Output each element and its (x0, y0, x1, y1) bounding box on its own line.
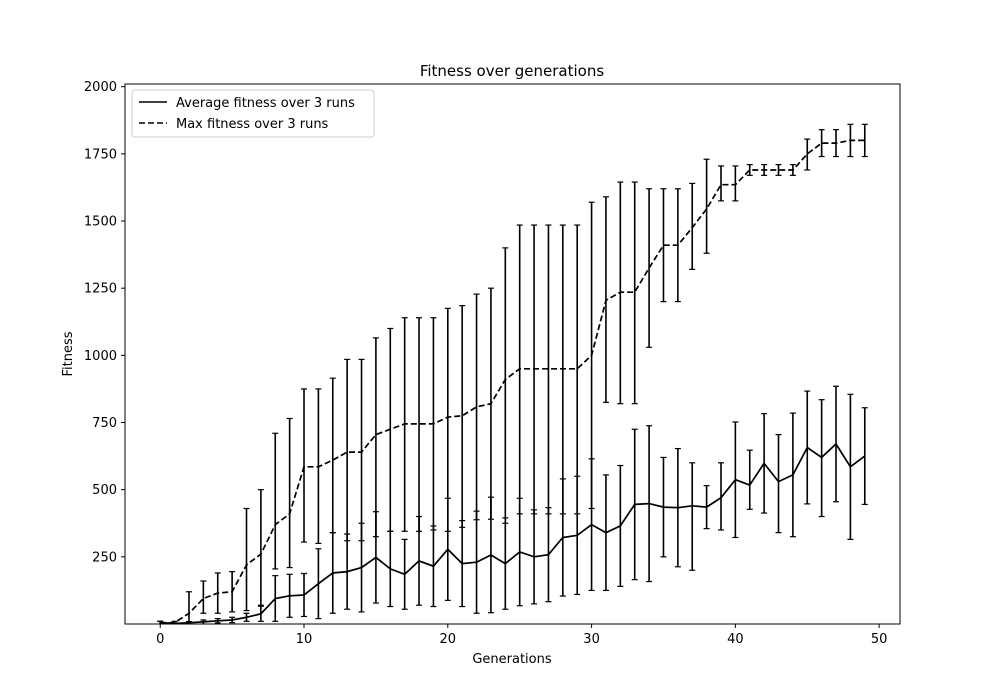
x-tick-label: 20 (440, 632, 457, 647)
x-tick-label: 0 (156, 632, 164, 647)
series-line (160, 442, 866, 625)
y-tick-label: 250 (92, 550, 117, 565)
series-line (160, 139, 865, 624)
plot-frame (124, 83, 901, 625)
legend-label-max: Max fitness over 3 runs (176, 117, 329, 132)
y-tick-label: 1000 (84, 349, 117, 364)
y-tick-label: 1500 (84, 215, 117, 230)
x-axis-label: Generations (472, 652, 552, 667)
axis-ticks: 0 10 20 30 40 50 250 500 750 1000 1250 1500 1750 2000 (84, 80, 888, 647)
legend-label-average: Average fitness over 3 runs (176, 96, 355, 111)
x-tick-label: 30 (583, 632, 600, 647)
y-tick-label: 750 (92, 416, 117, 431)
plot-area (125, 84, 900, 624)
series-1 (157, 123, 868, 624)
y-tick-label: 2000 (84, 80, 117, 95)
chart-title: Fitness over generations (420, 62, 605, 80)
y-tick-label: 1250 (84, 282, 117, 297)
y-tick-label: 500 (92, 483, 117, 498)
x-tick-label: 50 (871, 632, 888, 647)
x-tick-label: 40 (727, 632, 744, 647)
legend-box (131, 89, 375, 138)
y-tick-label: 1750 (84, 147, 117, 162)
legend: Average fitness over 3 runs Max fitness … (131, 89, 375, 138)
chart-marks (157, 123, 868, 625)
y-axis-label: Fitness (61, 331, 76, 376)
x-tick-label: 10 (296, 632, 313, 647)
